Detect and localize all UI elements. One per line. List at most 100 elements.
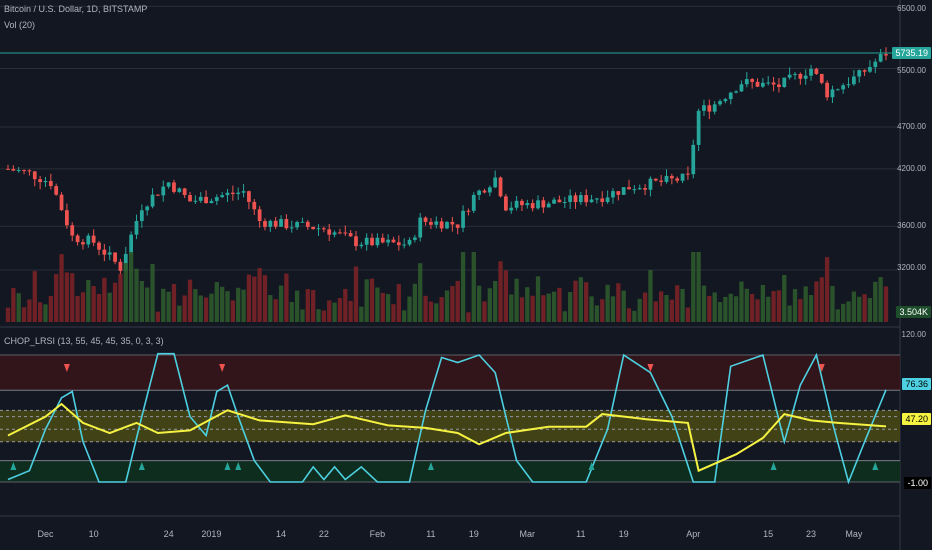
candle-body: [734, 91, 738, 93]
volume-bar: [369, 278, 375, 322]
volume-bar: [423, 295, 428, 322]
chop-line: [7, 352, 887, 485]
candle-body: [578, 195, 583, 203]
time-axis-label: 10: [88, 529, 99, 539]
volume-bar: [760, 284, 766, 322]
buy-arrow-icon: [872, 462, 879, 470]
time-axis-label: 23: [805, 529, 817, 539]
candle-body: [332, 232, 337, 235]
candle-body: [728, 92, 733, 100]
volume-bar: [648, 270, 653, 322]
price-tick: 5500.00: [897, 66, 926, 75]
candle-body: [38, 179, 42, 183]
volume-bar: [610, 296, 616, 322]
volume-bar: [835, 309, 840, 322]
volume-bar: [551, 291, 557, 322]
volume-bar: [112, 282, 118, 322]
volume-bar: [444, 290, 450, 322]
candle-body: [129, 234, 134, 254]
price-tick: 3600.00: [897, 221, 926, 230]
volume-bar: [348, 300, 353, 322]
candle-body: [113, 252, 117, 262]
candle-body: [632, 189, 637, 191]
price-tick: 6500.00: [897, 4, 926, 13]
volume-bar: [851, 291, 857, 322]
lrsi-value-badge: 47.20: [902, 413, 931, 425]
candle-body: [418, 217, 423, 238]
price-tick: 4200.00: [897, 164, 926, 173]
buy-arrow-icon: [588, 462, 595, 470]
volume-bar: [530, 295, 535, 322]
candle-body: [868, 67, 872, 72]
candle-body: [884, 54, 888, 56]
candle-body: [327, 229, 332, 235]
candle-body: [423, 217, 428, 222]
volume-bar: [439, 297, 444, 322]
candle-body: [702, 105, 706, 111]
candle-body: [787, 74, 792, 78]
candle-body: [230, 192, 235, 195]
buy-arrow-icon: [235, 462, 242, 470]
volume-bar: [814, 281, 819, 322]
volume-bar: [220, 286, 225, 322]
candle-body: [364, 237, 369, 245]
volume-bar: [284, 273, 289, 322]
volume-bar: [862, 294, 867, 322]
volume-bar: [707, 295, 712, 322]
candle-body: [643, 188, 647, 190]
volume-bar: [487, 288, 492, 322]
candle-body: [466, 210, 471, 212]
volume-bar: [830, 285, 835, 322]
candle-body: [413, 237, 417, 240]
candle-body: [91, 235, 96, 243]
candle-body: [402, 244, 407, 246]
candle-body: [536, 200, 540, 209]
volume-bar: [64, 272, 70, 322]
candle-body: [81, 242, 85, 245]
candle-body: [263, 221, 267, 227]
volume-bar: [664, 295, 669, 322]
candle-body: [509, 207, 514, 211]
candle-body: [16, 170, 21, 172]
volume-bar: [177, 305, 182, 322]
candle-body: [257, 209, 262, 222]
volume-bar: [118, 273, 123, 322]
volume-bar: [396, 284, 401, 322]
candle-body: [380, 237, 385, 243]
volume-bar: [91, 286, 96, 322]
candle-body: [43, 180, 48, 183]
volume-bar: [32, 271, 37, 322]
volume-bar: [166, 291, 171, 322]
candle-body: [562, 202, 567, 204]
volume-bar: [80, 292, 86, 322]
buy-arrow-icon: [427, 462, 434, 470]
candle-body: [284, 219, 289, 229]
volume-bar: [466, 312, 471, 322]
volume-bar: [883, 286, 889, 322]
candle-body: [439, 221, 444, 229]
volume-bar: [680, 288, 685, 322]
candle-body: [252, 201, 257, 210]
volume-bar: [653, 301, 658, 322]
volume-bar: [798, 299, 803, 322]
buy-arrow-icon: [138, 462, 145, 470]
symbol-title: Bitcoin / U.S. Dollar, 1D, BITSTAMP: [4, 4, 148, 14]
price-tick: 4700.00: [897, 122, 926, 131]
volume-bar: [337, 298, 343, 322]
volume-bar: [733, 296, 739, 322]
volume-bar: [546, 293, 551, 322]
volume-bar: [5, 307, 11, 322]
volume-bar: [246, 274, 252, 322]
volume-bar: [841, 303, 846, 322]
candle-body: [493, 177, 498, 188]
last-price-badge: 5735.19: [892, 47, 931, 59]
volume-bar: [364, 279, 369, 322]
volume-bar: [514, 278, 519, 322]
volume-bar: [626, 308, 632, 322]
time-axis-label: Feb: [369, 529, 386, 539]
volume-bar: [803, 286, 808, 322]
candle-body: [611, 191, 615, 198]
volume-bar: [209, 293, 214, 322]
volume-bar: [573, 280, 578, 322]
